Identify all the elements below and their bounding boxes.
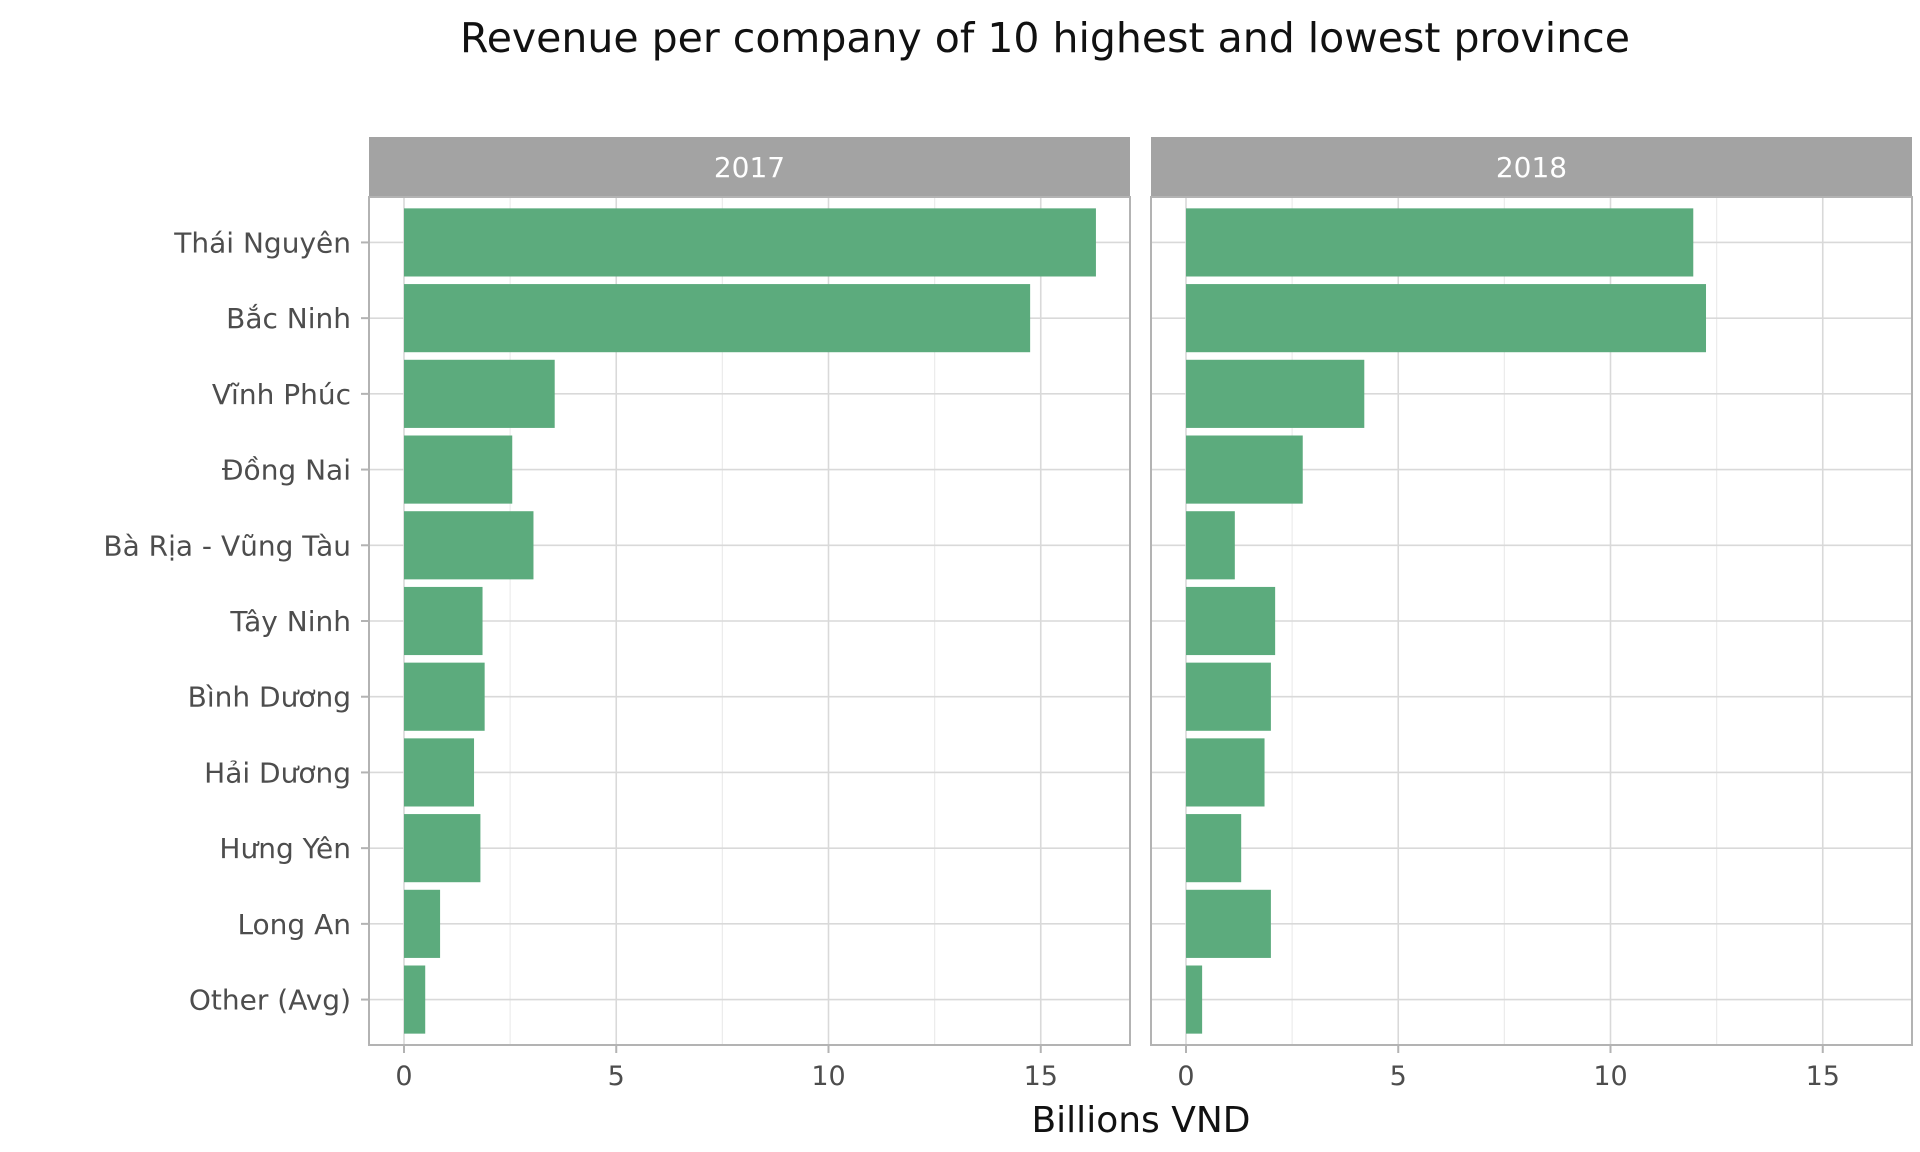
bar-2017-10: [404, 966, 425, 1034]
bar-2018-1: [1186, 284, 1706, 352]
bar-2017-6: [404, 663, 485, 731]
facet-strip-label: 2018: [1496, 151, 1567, 184]
bar-2017-4: [404, 511, 533, 579]
category-label: Hải Dương: [204, 756, 351, 789]
chart-title: Revenue per company of 10 highest and lo…: [460, 14, 1630, 62]
bar-2018-2: [1186, 360, 1364, 428]
x-tick-label: 10: [811, 1061, 845, 1092]
bar-2018-0: [1186, 208, 1693, 276]
category-label: Tây Ninh: [229, 605, 351, 638]
bar-2018-5: [1186, 587, 1275, 655]
panel-2017: 2017 0 5 10 15: [369, 137, 1130, 1092]
bar-2017-0: [404, 208, 1096, 276]
facet-strip-label: 2017: [714, 151, 785, 184]
category-label: Vĩnh Phúc: [212, 378, 351, 411]
category-label: Hưng Yên: [219, 832, 351, 865]
bar-2018-4: [1186, 511, 1235, 579]
bar-2017-9: [404, 890, 440, 958]
bar-2018-10: [1186, 966, 1202, 1034]
facet-panels: 2017 0 5 10 15 2018 0 5 10 15: [369, 137, 1912, 1092]
x-tick-label: 15: [1806, 1061, 1840, 1092]
x-tick-label: 5: [608, 1061, 625, 1092]
bar-2017-5: [404, 587, 483, 655]
bar-2017-2: [404, 360, 555, 428]
category-label: Long An: [237, 908, 351, 941]
bar-2018-6: [1186, 663, 1271, 731]
x-tick-label: 5: [1390, 1061, 1407, 1092]
panel-2018: 2018 0 5 10 15: [1151, 137, 1912, 1092]
category-label: Thái Nguyên: [173, 226, 351, 259]
category-label: Đồng Nai: [222, 454, 351, 487]
bar-2017-1: [404, 284, 1030, 352]
category-label: Other (Avg): [189, 984, 351, 1017]
bar-2018-3: [1186, 436, 1303, 504]
bar-2017-8: [404, 814, 480, 882]
x-tick-label: 15: [1024, 1061, 1058, 1092]
x-axis-title: Billions VND: [1031, 1100, 1250, 1141]
bar-2018-7: [1186, 738, 1265, 806]
bar-2017-3: [404, 436, 512, 504]
x-tick-label: 0: [1177, 1061, 1194, 1092]
bar-2018-8: [1186, 814, 1241, 882]
bar-2018-9: [1186, 890, 1271, 958]
x-tick-label: 10: [1593, 1061, 1627, 1092]
category-label: Bắc Ninh: [226, 302, 351, 335]
bar-2017-7: [404, 738, 474, 806]
category-labels: Thái Nguyên Bắc Ninh Vĩnh Phúc Đồng Nai Bà R…: [103, 226, 369, 1016]
category-label: Bình Dương: [188, 681, 351, 714]
category-label: Bà Rịa - Vũng Tàu: [103, 529, 351, 562]
x-tick-label: 0: [395, 1061, 412, 1092]
